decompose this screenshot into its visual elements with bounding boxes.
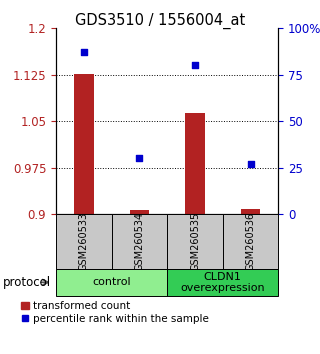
Legend: transformed count, percentile rank within the sample: transformed count, percentile rank withi… [21,301,209,324]
Bar [56,269,167,296]
Text: GDS3510 / 1556004_at: GDS3510 / 1556004_at [75,12,245,29]
Point [137,155,142,161]
Point [192,63,197,68]
Bar [223,214,278,269]
Text: protocol: protocol [3,276,51,289]
Text: GSM260535: GSM260535 [190,212,200,271]
Point [81,50,86,55]
Text: GSM260536: GSM260536 [246,212,256,271]
Bar [185,113,205,214]
Bar [167,269,278,296]
Bar [241,209,260,214]
Bar [167,214,223,269]
Text: control: control [92,277,131,287]
Text: GSM260533: GSM260533 [79,212,89,271]
Text: GSM260534: GSM260534 [134,212,144,271]
Bar [74,74,93,214]
Bar [112,214,167,269]
Text: CLDN1
overexpression: CLDN1 overexpression [180,272,265,293]
Bar [130,210,149,214]
Bar [56,214,112,269]
Point [248,161,253,167]
